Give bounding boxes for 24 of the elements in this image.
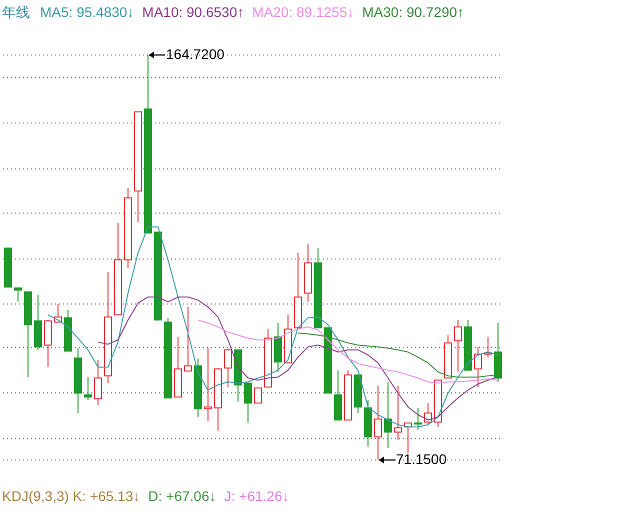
- text: MA5: 95.4830↓: [40, 4, 134, 20]
- candlestick: [474, 346, 482, 388]
- candlestick: [454, 319, 462, 372]
- annotation: 164.7200: [166, 46, 224, 62]
- candlestick: [414, 407, 422, 430]
- chart-title: 年线: [2, 4, 30, 22]
- text: J: +61.26↓: [224, 488, 290, 504]
- text: MA30: 90.7290↑: [362, 4, 464, 20]
- candlestick: [394, 385, 402, 440]
- candlestick: [384, 381, 392, 449]
- annotation: 71.1500: [396, 451, 447, 467]
- candlestick: [184, 306, 192, 372]
- candlestick: [84, 376, 92, 401]
- text: MA20: 89.1255↓: [252, 4, 354, 20]
- candlestick: [244, 382, 252, 424]
- candlestick: [204, 348, 212, 422]
- candlestick: [224, 348, 232, 388]
- candlestick: [374, 385, 382, 460]
- candlestick: [254, 387, 262, 404]
- candlestick: [94, 359, 102, 406]
- text: D: +67.06↓: [148, 488, 216, 504]
- text: KDJ(9,3,3) K: +65.13↓: [2, 488, 140, 504]
- candlestick: [14, 287, 22, 302]
- text: MA10: 90.6530↑: [142, 4, 244, 20]
